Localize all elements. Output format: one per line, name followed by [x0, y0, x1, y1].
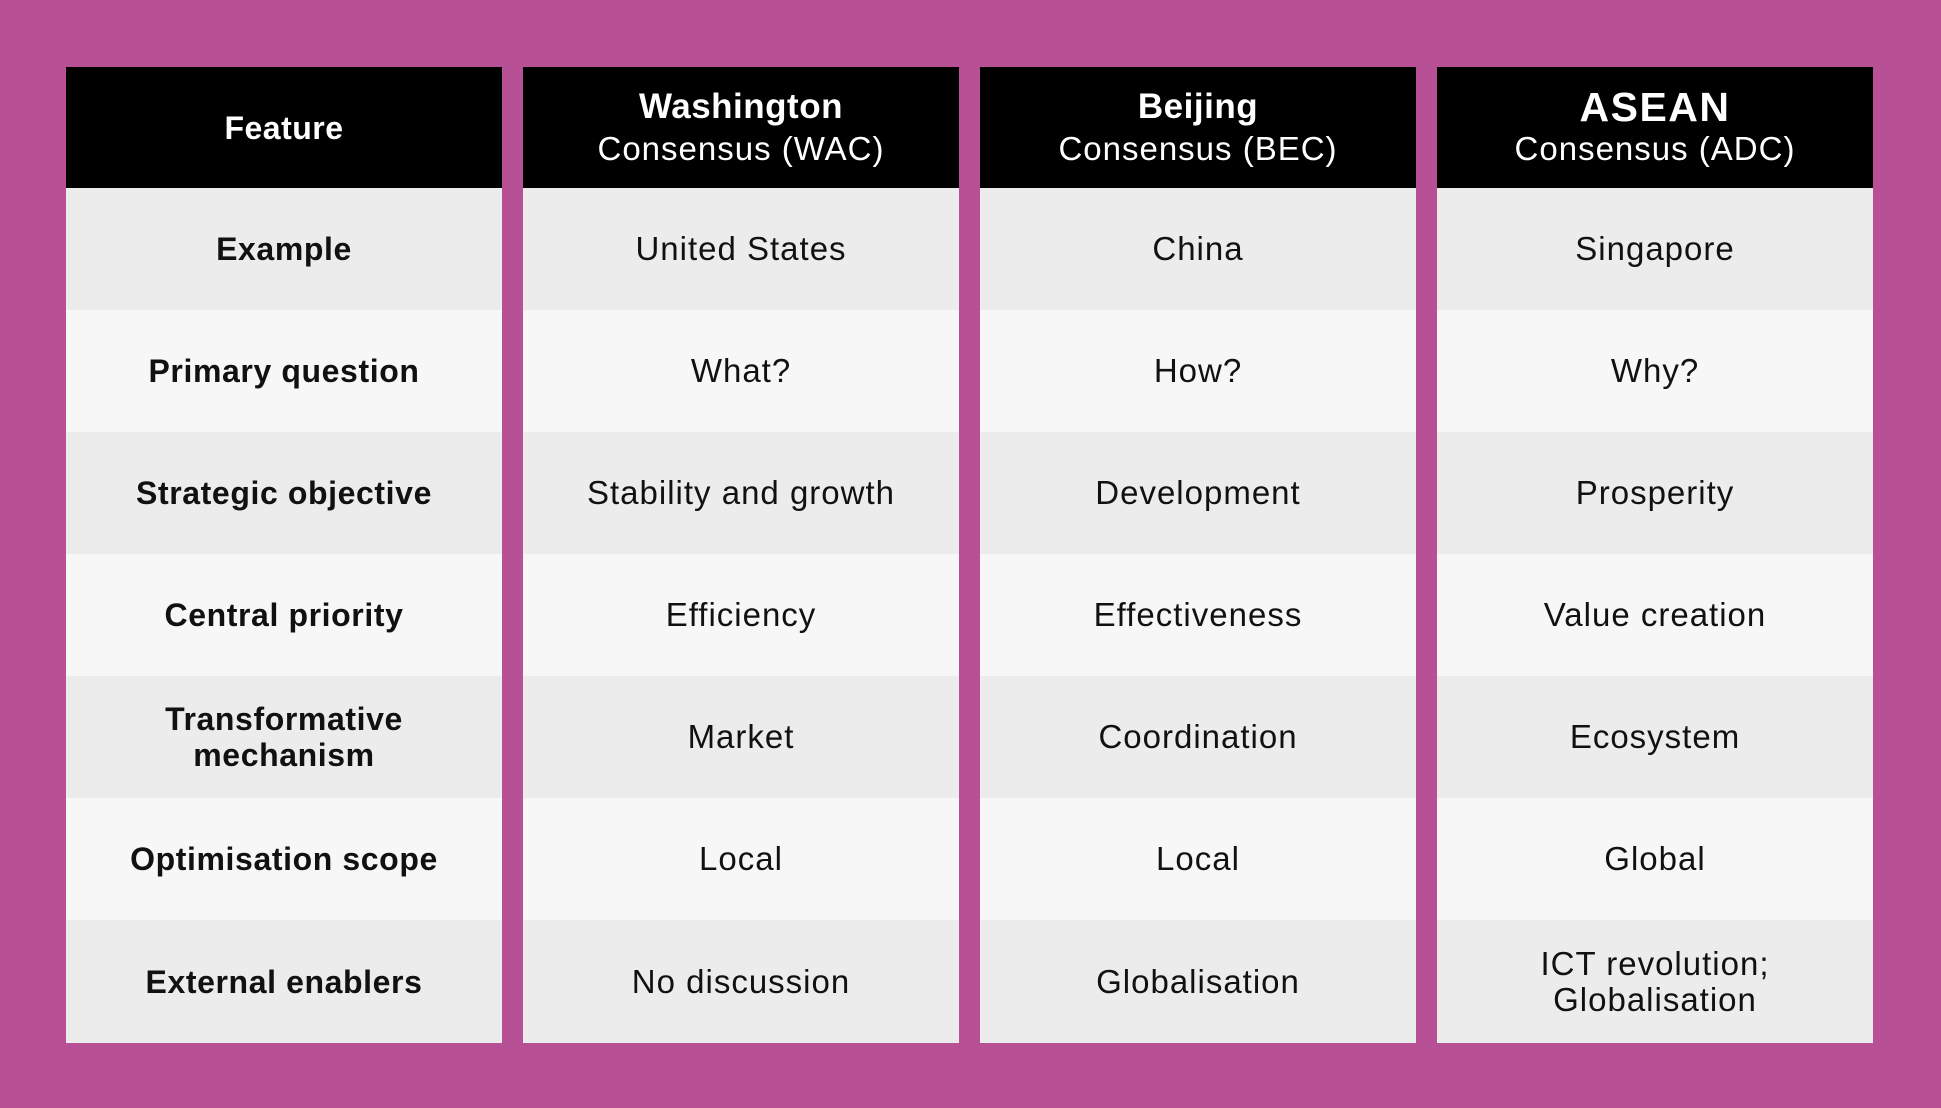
- adc-header: ASEAN Consensus (ADC): [1437, 67, 1873, 188]
- wac-header-title: Washington: [639, 86, 843, 126]
- adc-cell-example: Singapore: [1437, 188, 1873, 310]
- adc-external-enablers-text: ICT revolution; Globalisation: [1540, 944, 1770, 1018]
- wac-cell-transformative-mechanism: Market: [523, 676, 959, 798]
- adc-header-subtitle: Consensus (ADC): [1514, 129, 1796, 167]
- adc-column: ASEAN Consensus (ADC) Singapore Why? Pro…: [1437, 67, 1873, 1043]
- bec-cell-external-enablers: Globalisation: [980, 920, 1416, 1043]
- bec-cell-central-priority: Effectiveness: [980, 554, 1416, 676]
- adc-cell-strategic-objective: Prosperity: [1437, 432, 1873, 554]
- wac-cell-primary-question: What?: [523, 310, 959, 432]
- bec-cell-optimisation-scope: Local: [980, 798, 1416, 920]
- bec-column: Beijing Consensus (BEC) China How? Devel…: [980, 67, 1416, 1043]
- wac-header: Washington Consensus (WAC): [523, 67, 959, 188]
- adc-cell-primary-question: Why?: [1437, 310, 1873, 432]
- bec-header: Beijing Consensus (BEC): [980, 67, 1416, 188]
- bec-cell-primary-question: How?: [980, 310, 1416, 432]
- row-label-text: Transformative mechanism: [165, 701, 403, 773]
- wac-cell-optimisation-scope: Local: [523, 798, 959, 920]
- row-label-example: Example: [66, 188, 502, 310]
- feature-header-label: Feature: [224, 109, 344, 146]
- wac-cell-central-priority: Efficiency: [523, 554, 959, 676]
- bec-header-title: Beijing: [1137, 86, 1259, 126]
- wac-column: Washington Consensus (WAC) United States…: [523, 67, 959, 1043]
- adc-cell-optimisation-scope: Global: [1437, 798, 1873, 920]
- wac-cell-external-enablers: No discussion: [523, 920, 959, 1043]
- feature-column: Feature Example Primary question Strateg…: [66, 67, 502, 1043]
- bec-cell-strategic-objective: Development: [980, 432, 1416, 554]
- bec-cell-example: China: [980, 188, 1416, 310]
- adc-cell-transformative-mechanism: Ecosystem: [1437, 676, 1873, 798]
- row-label-transformative-mechanism: Transformative mechanism: [66, 676, 502, 798]
- row-label-external-enablers: External enablers: [66, 920, 502, 1043]
- bec-cell-transformative-mechanism: Coordination: [980, 676, 1416, 798]
- row-label-primary-question: Primary question: [66, 310, 502, 432]
- row-label-strategic-objective: Strategic objective: [66, 432, 502, 554]
- adc-header-title: ASEAN: [1579, 83, 1731, 130]
- wac-cell-example: United States: [523, 188, 959, 310]
- adc-cell-central-priority: Value creation: [1437, 554, 1873, 676]
- wac-header-subtitle: Consensus (WAC): [597, 129, 885, 167]
- wac-cell-strategic-objective: Stability and growth: [523, 432, 959, 554]
- row-label-central-priority: Central priority: [66, 554, 502, 676]
- comparison-table: Feature Example Primary question Strateg…: [66, 67, 1873, 1043]
- adc-cell-external-enablers: ICT revolution; Globalisation: [1437, 920, 1873, 1043]
- feature-header: Feature: [66, 67, 502, 188]
- row-label-optimisation-scope: Optimisation scope: [66, 798, 502, 920]
- bec-header-subtitle: Consensus (BEC): [1058, 129, 1338, 167]
